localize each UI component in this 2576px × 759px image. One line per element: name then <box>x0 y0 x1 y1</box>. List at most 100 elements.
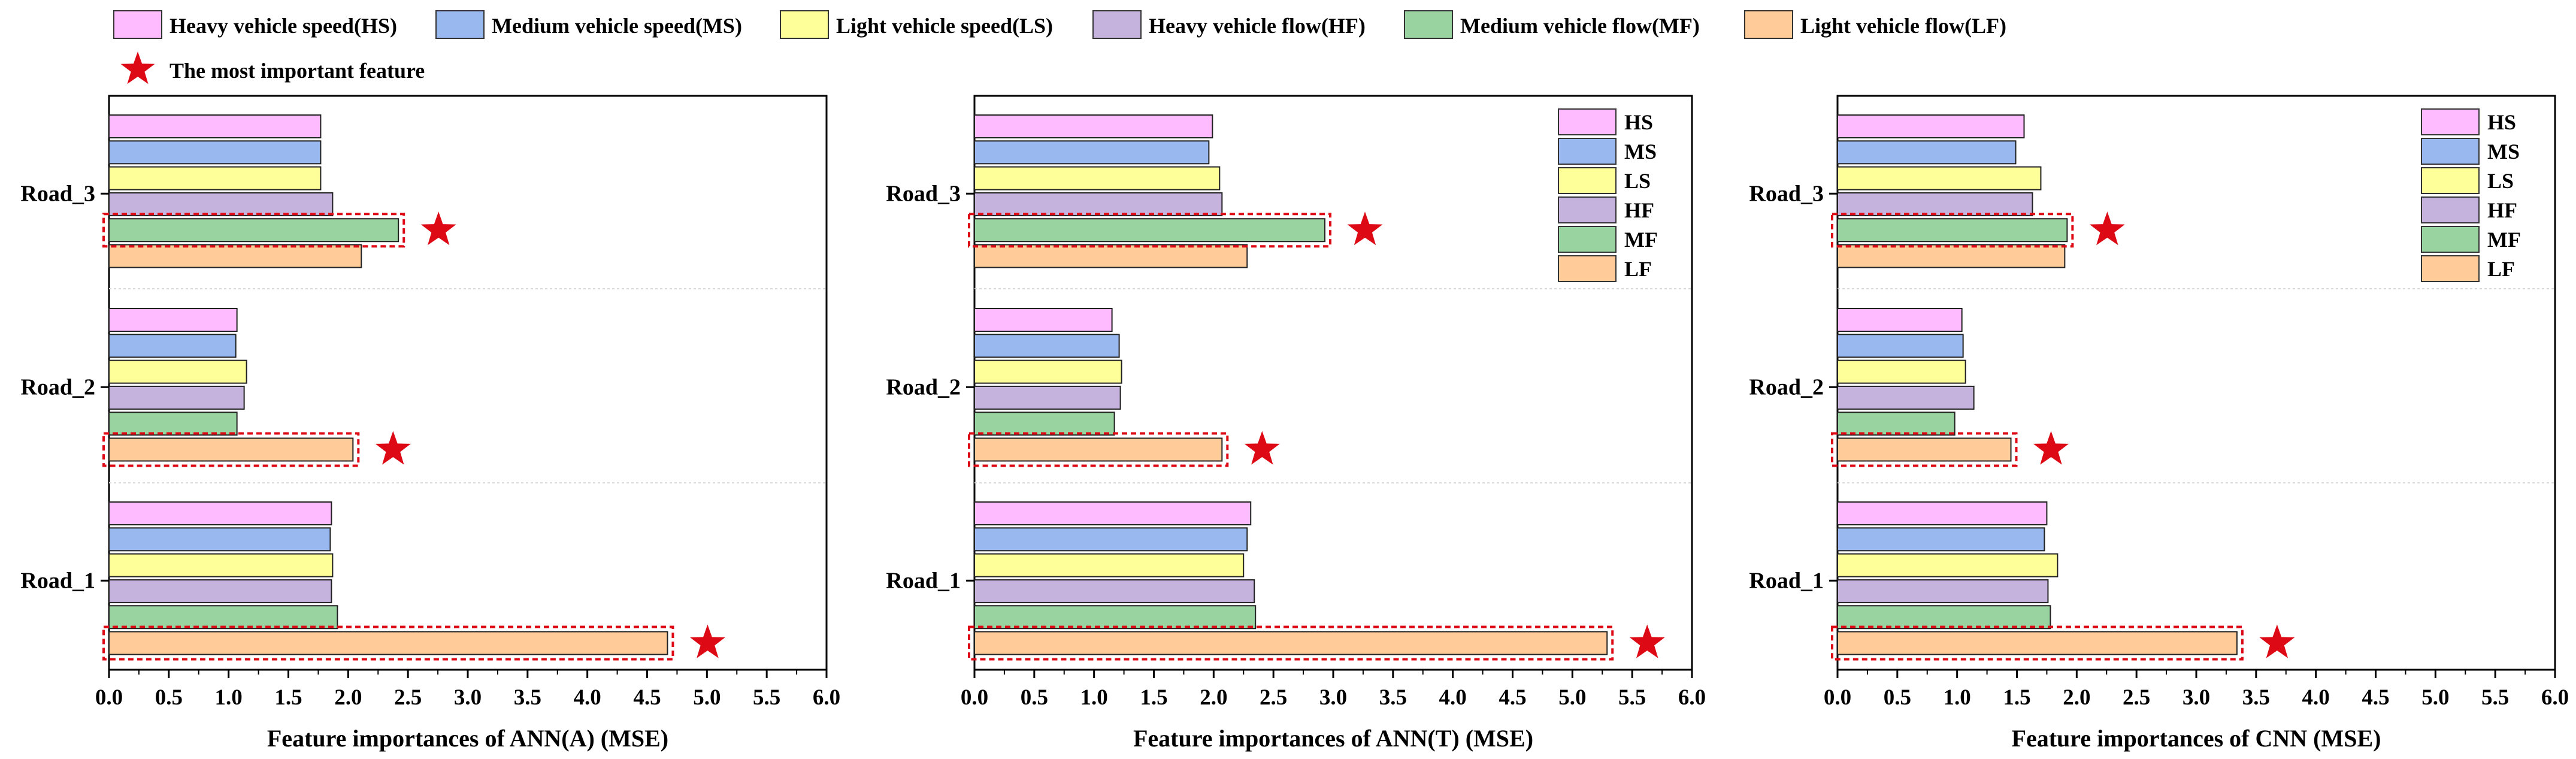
bar-road2-ms <box>108 334 237 358</box>
inset-legend-swatch-ls <box>2421 167 2480 194</box>
bar-road2-ms <box>1837 334 1964 358</box>
bar-road1-hs <box>974 501 1252 525</box>
star-marker-road1 <box>1629 624 1665 658</box>
category-label-road3: Road_3 <box>886 181 961 206</box>
bar-road3-hs <box>108 114 322 138</box>
bar-road3-ms <box>1837 140 2017 165</box>
bar-road3-hf <box>974 192 1223 216</box>
star-marker-road2 <box>1244 431 1280 465</box>
x-tick-label: 2.0 <box>334 685 362 710</box>
x-tick-label: 4.0 <box>1439 685 1467 710</box>
bar-road3-mf <box>974 218 1326 243</box>
x-tick-label: 1.5 <box>2003 685 2030 710</box>
x-tick-label: 3.0 <box>454 685 482 710</box>
bar-road1-ls <box>1837 553 2059 577</box>
bar-road1-mf <box>974 605 1257 630</box>
category-label-road1: Road_1 <box>20 568 95 593</box>
inset-legend-swatch-lf <box>2421 255 2480 282</box>
inset-legend-label-ls: LS <box>1624 169 1651 193</box>
inset-legend-label-mf: MF <box>2487 228 2521 252</box>
bar-road1-hf <box>108 579 332 603</box>
x-tick-label: 1.0 <box>1080 685 1108 710</box>
inset-legend-swatch-hs <box>1558 108 1617 135</box>
highlight-box-road1 <box>1831 625 2244 661</box>
category-label-road2: Road_2 <box>886 374 961 400</box>
bar-road2-lf <box>108 437 354 462</box>
bar-road2-lf <box>1837 437 2012 462</box>
highlight-box-road2 <box>102 432 360 467</box>
x-tick-label: 2.0 <box>2063 685 2090 710</box>
inset-legend-label-hf: HF <box>1624 198 1654 222</box>
x-tick-label: 0.5 <box>1021 685 1048 710</box>
x-tick-label: 6.0 <box>813 685 840 710</box>
inset-legend-swatch-hf <box>2421 196 2480 223</box>
x-tick-label: 4.5 <box>1499 685 1526 710</box>
x-tick-label: 3.5 <box>2242 685 2270 710</box>
bar-road3-ls <box>974 166 1221 190</box>
x-tick-label: 5.5 <box>2481 685 2509 710</box>
x-tick-label: 3.5 <box>1379 685 1407 710</box>
x-axis-title: Feature importances of ANN(A) (MSE) <box>267 725 668 752</box>
star-marker-road2 <box>2033 431 2069 465</box>
bar-road1-ms <box>974 527 1248 552</box>
x-tick-label: 5.0 <box>1558 685 1586 710</box>
star-marker-road1 <box>690 624 725 658</box>
category-label-road1: Road_1 <box>1749 568 1824 593</box>
inset-legend-label-ls: LS <box>2487 169 2514 193</box>
bar-road1-lf <box>108 631 668 655</box>
bar-road2-hs <box>974 308 1113 332</box>
bar-road3-lf <box>1837 244 2066 268</box>
highlight-box-road2 <box>1831 432 2018 467</box>
legend-label-lf: Light vehicle flow(LF) <box>1800 14 2006 38</box>
panel-3: Road_3 Road_2 Road_1 0.0 0.5 1.0 1.5 2.0 2.5 3.0 3… <box>1749 95 2569 752</box>
bar-road2-hf <box>974 385 1121 410</box>
category-label-road3: Road_3 <box>1749 181 1824 206</box>
inset-legend-swatch-ms <box>1558 138 1617 165</box>
bar-road1-ls <box>108 553 334 577</box>
inset-legend-label-lf: LF <box>1624 257 1652 281</box>
bar-road1-mf <box>1837 605 2051 630</box>
inset-legend-swatch-hf <box>1558 196 1617 223</box>
inset-legend-swatch-mf <box>1558 226 1617 253</box>
highlight-box-road1 <box>968 625 1614 661</box>
bar-road2-mf <box>108 412 238 436</box>
star-legend-icon <box>120 52 155 84</box>
bar-road1-ls <box>974 553 1245 577</box>
x-tick-label: 3.0 <box>1319 685 1347 710</box>
inset-legend-label-hf: HF <box>2487 198 2517 222</box>
inset-legend-label-hs: HS <box>2487 110 2516 134</box>
x-tick-label: 4.0 <box>2302 685 2330 710</box>
bar-road1-lf <box>1837 631 2238 655</box>
category-label-road1: Road_1 <box>886 568 961 593</box>
x-tick-label: 2.5 <box>394 685 422 710</box>
bar-road3-hs <box>1837 114 2025 138</box>
bar-road2-hs <box>1837 308 1963 332</box>
bar-road2-ls <box>1837 359 1966 384</box>
legend-star-label: The most important feature <box>169 59 425 83</box>
star-marker-road2 <box>375 431 411 465</box>
bar-road3-hs <box>974 114 1213 138</box>
panel-1: Road_3 Road_2 Road_1 0.0 0.5 1.0 1.5 2.0 2.5 3.0 3… <box>20 95 840 752</box>
x-tick-label: 0.0 <box>95 685 123 710</box>
legend-label-ms: Medium vehicle speed(MS) <box>492 14 742 38</box>
category-label-road2: Road_2 <box>20 374 95 400</box>
x-tick-label: 1.0 <box>1944 685 1971 710</box>
legend-swatch-ms <box>435 10 485 39</box>
category-label-road2: Road_2 <box>1749 374 1824 400</box>
bar-road3-hf <box>1837 192 2033 216</box>
bar-road1-lf <box>974 631 1608 655</box>
x-tick-label: 6.0 <box>1678 685 1706 710</box>
x-tick-label: 1.0 <box>215 685 243 710</box>
x-tick-label: 4.0 <box>574 685 601 710</box>
x-tick-label: 0.0 <box>961 685 988 710</box>
bar-road2-mf <box>974 412 1115 436</box>
bar-road2-ls <box>974 359 1122 384</box>
inset-legend-label-ms: MS <box>1624 140 1657 164</box>
category-label-road3: Road_3 <box>20 181 95 206</box>
bar-road2-hs <box>108 308 238 332</box>
inset-legend-label-ms: MS <box>2487 140 2520 164</box>
highlight-box-road2 <box>968 432 1229 467</box>
bar-road3-lf <box>974 244 1248 268</box>
x-tick-label: 2.5 <box>2123 685 2150 710</box>
